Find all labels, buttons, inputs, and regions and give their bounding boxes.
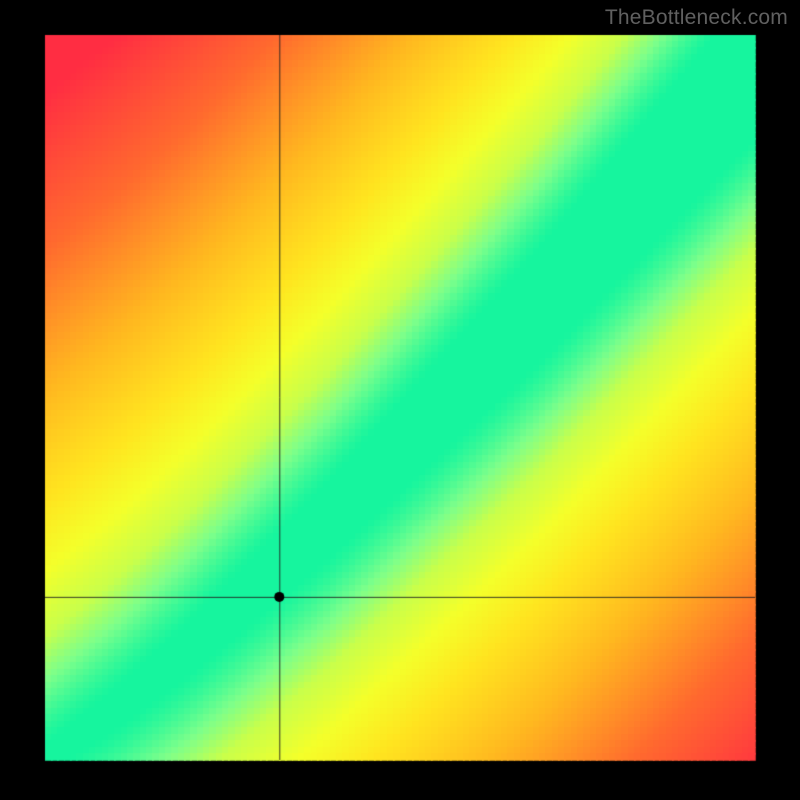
bottleneck-heatmap: TheBottleneck.com — [0, 0, 800, 800]
heatmap-canvas — [0, 0, 800, 800]
